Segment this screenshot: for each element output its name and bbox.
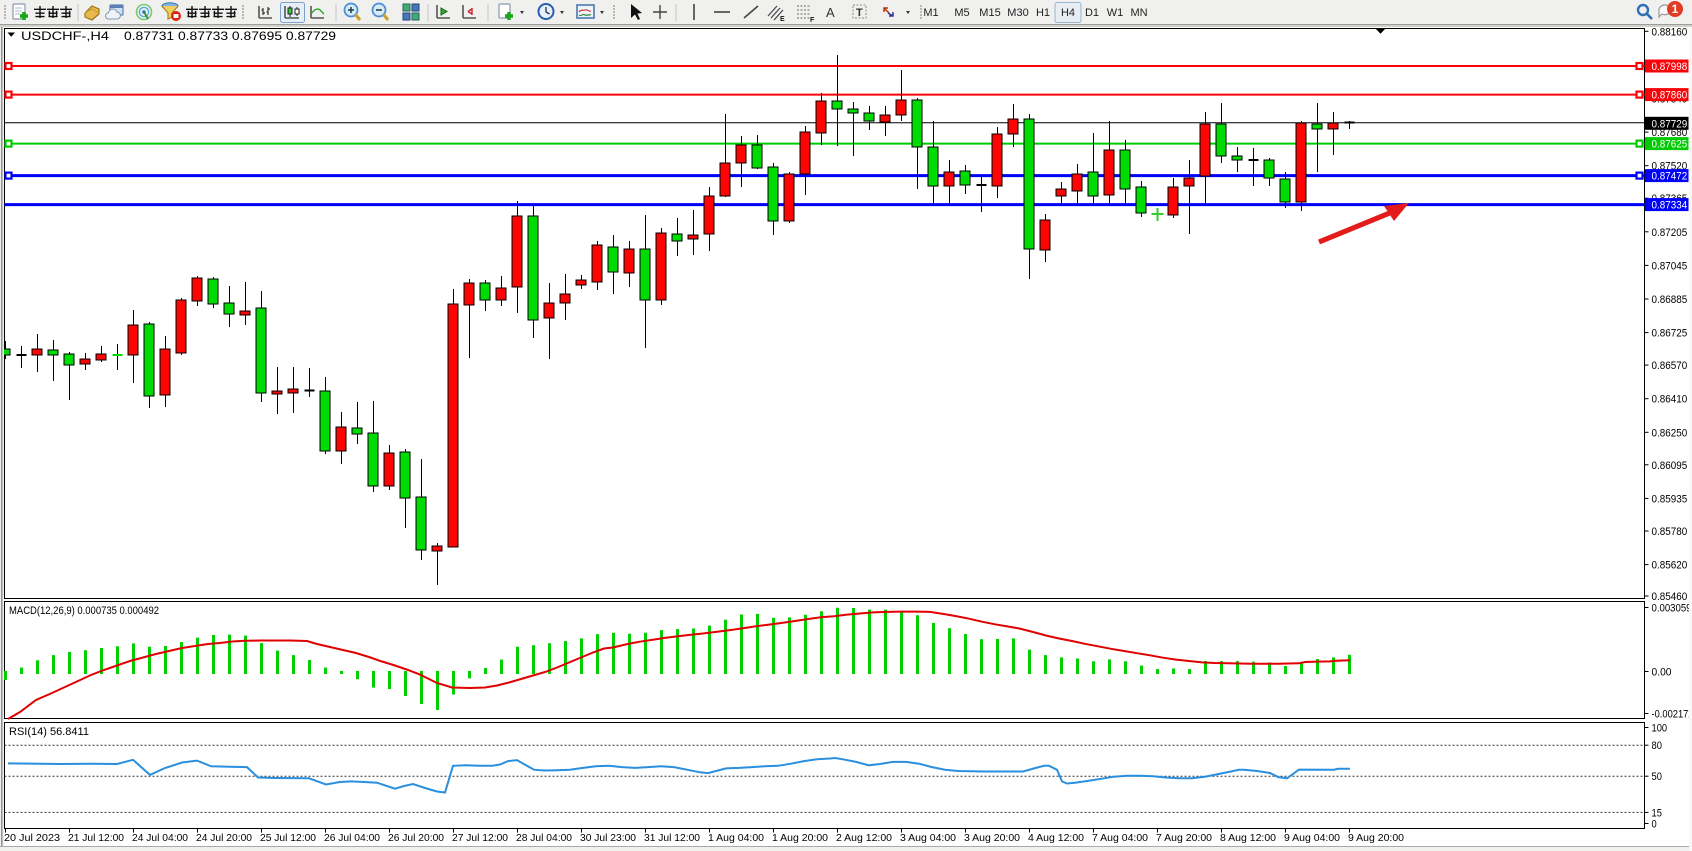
svg-text:27 Jul 12:00: 27 Jul 12:00 [452, 832, 508, 844]
svg-text:9 Aug 04:00: 9 Aug 04:00 [1284, 832, 1340, 844]
svg-text:3 Aug 20:00: 3 Aug 20:00 [964, 832, 1020, 844]
svg-text:H1: H1 [1036, 7, 1050, 19]
svg-text:0.00: 0.00 [1652, 667, 1672, 679]
svg-text:0.86725: 0.86725 [1652, 328, 1688, 340]
svg-text:0.86095: 0.86095 [1652, 460, 1688, 472]
svg-text:20 Jul 2023: 20 Jul 2023 [4, 832, 60, 844]
svg-text:28 Jul 04:00: 28 Jul 04:00 [516, 832, 572, 844]
svg-text:0.86570: 0.86570 [1652, 360, 1688, 372]
svg-text:0.87998: 0.87998 [1652, 61, 1688, 73]
svg-text:0: 0 [1652, 819, 1657, 831]
svg-text:0.87860: 0.87860 [1652, 90, 1688, 102]
svg-text:15: 15 [1652, 807, 1662, 819]
svg-text:MN: MN [1130, 7, 1147, 19]
svg-text:80: 80 [1652, 740, 1662, 752]
svg-text:M1: M1 [923, 7, 938, 19]
svg-text:0.87729: 0.87729 [1652, 118, 1688, 130]
svg-text:1: 1 [1672, 2, 1679, 16]
svg-text:RSI(14) 56.8411: RSI(14) 56.8411 [9, 726, 89, 738]
svg-text:0.85620: 0.85620 [1652, 560, 1688, 572]
svg-text:24 Jul 04:00: 24 Jul 04:00 [132, 832, 188, 844]
svg-text:0.87680: 0.87680 [1652, 127, 1688, 139]
svg-text:1 Aug 20:00: 1 Aug 20:00 [772, 832, 828, 844]
svg-text:F: F [810, 17, 815, 24]
svg-text:0.86250: 0.86250 [1652, 427, 1688, 439]
svg-text:A: A [826, 5, 835, 20]
svg-text:0.87334: 0.87334 [1652, 200, 1688, 212]
svg-text:25 Jul 12:00: 25 Jul 12:00 [260, 832, 316, 844]
svg-text:0.85780: 0.85780 [1652, 526, 1688, 538]
svg-text:24 Jul 20:00: 24 Jul 20:00 [196, 832, 252, 844]
svg-text:D1: D1 [1085, 7, 1099, 19]
svg-text:9 Aug 20:00: 9 Aug 20:00 [1348, 832, 1404, 844]
svg-text:0.87205: 0.87205 [1652, 227, 1688, 239]
svg-text:26 Jul 20:00: 26 Jul 20:00 [388, 832, 444, 844]
svg-text:8 Aug 12:00: 8 Aug 12:00 [1220, 832, 1276, 844]
svg-text:100: 100 [1652, 723, 1668, 735]
svg-text:7 Aug 04:00: 7 Aug 04:00 [1092, 832, 1148, 844]
svg-text:1 Aug 04:00: 1 Aug 04:00 [708, 832, 764, 844]
svg-text:0.87625: 0.87625 [1652, 139, 1688, 151]
svg-text:M5: M5 [954, 7, 969, 19]
svg-text:0.88160: 0.88160 [1652, 26, 1688, 38]
svg-text:31 Jul 12:00: 31 Jul 12:00 [644, 832, 700, 844]
svg-text:0.87731 0.87733 0.87695 0.8772: 0.87731 0.87733 0.87695 0.87729 [124, 29, 336, 43]
svg-text:4 Aug 12:00: 4 Aug 12:00 [1028, 832, 1084, 844]
svg-text:MACD(12,26,9) 0.000735 0.00049: MACD(12,26,9) 0.000735 0.000492 [9, 605, 159, 617]
svg-text:21 Jul 12:00: 21 Jul 12:00 [68, 832, 124, 844]
svg-text:-0.002172: -0.002172 [1652, 709, 1692, 721]
svg-text:E: E [780, 16, 785, 23]
svg-text:T: T [856, 7, 863, 19]
svg-text:USDCHF-,H4: USDCHF-,H4 [21, 29, 109, 43]
svg-text:0.87045: 0.87045 [1652, 260, 1688, 272]
svg-text:0.85460: 0.85460 [1652, 591, 1688, 603]
svg-text:2 Aug 12:00: 2 Aug 12:00 [836, 832, 892, 844]
svg-text:30 Jul 23:00: 30 Jul 23:00 [580, 832, 636, 844]
svg-text:0.86410: 0.86410 [1652, 394, 1688, 406]
svg-text:7 Aug 20:00: 7 Aug 20:00 [1156, 832, 1212, 844]
svg-text:0.87472: 0.87472 [1652, 171, 1688, 183]
svg-text:50: 50 [1652, 771, 1662, 783]
svg-text:26 Jul 04:00: 26 Jul 04:00 [324, 832, 380, 844]
svg-text:W1: W1 [1107, 7, 1124, 19]
svg-text:0.003059: 0.003059 [1652, 603, 1692, 615]
svg-text:H4: H4 [1061, 7, 1075, 19]
svg-text:M15: M15 [979, 7, 1000, 19]
svg-text:3 Aug 04:00: 3 Aug 04:00 [900, 832, 956, 844]
svg-text:0.85935: 0.85935 [1652, 493, 1688, 505]
svg-text:M30: M30 [1007, 7, 1028, 19]
svg-text:0.86885: 0.86885 [1652, 294, 1688, 306]
